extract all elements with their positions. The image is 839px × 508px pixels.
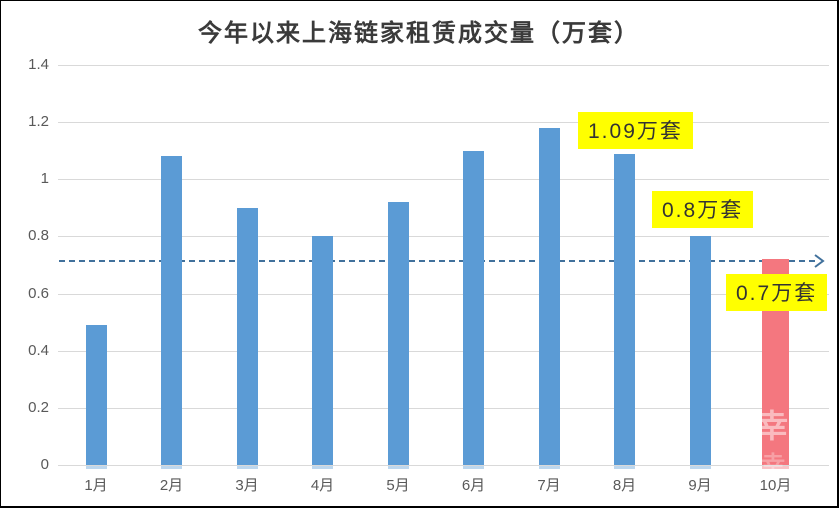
axis-tick [463,466,484,469]
y-axis-tick-label: 1.2 [28,113,49,131]
x-axis-tick-label: 3月 [235,477,259,494]
bar-7月 [538,128,560,465]
gridline [58,122,829,124]
gridline [58,179,829,181]
y-axis-tick-label: 1 [40,170,49,188]
x-axis-tick-label: 9月 [688,477,712,494]
bar-5月 [387,202,409,465]
x-axis-tick-label: 1月 [84,477,108,494]
x-axis-tick-label: 10月 [759,477,792,494]
axis-tick [312,466,333,469]
gridline [58,65,829,66]
axis-tick [236,466,258,469]
x-axis-tick-label: 7月 [537,477,561,494]
x-axis-tick-label: 8月 [612,477,637,494]
axis-tick [538,466,560,469]
y-axis-tick-label: 1.4 [28,56,49,73]
bar-6月 [463,151,484,465]
bar-2月 [161,156,182,465]
gridline [58,350,829,352]
x-axis-tick-label: 4月 [310,477,335,494]
axis-tick [85,466,107,469]
y-axis-tick-label: 0.4 [28,341,49,359]
x-axis-tick-label: 6月 [461,477,486,494]
axis-tick [614,466,635,469]
chart-title: 今年以来上海链家租赁成交量（万套） [198,20,640,47]
axis-tick [689,466,711,469]
axis-tick [762,466,789,469]
bar-4月 [312,236,333,465]
bar-9月 [689,236,711,465]
gridline [58,465,829,466]
annotation-8月: 1.09万套 [578,112,693,149]
y-axis-tick-label: 0.2 [28,398,49,416]
gridline [58,407,829,409]
gridline [58,236,829,238]
axis-tick [161,466,182,469]
gridline [58,293,829,295]
axis-tick [387,466,409,469]
x-axis-tick-label: 2月 [159,477,184,494]
bar-3月 [236,208,258,465]
annotation-9月: 0.8万套 [652,191,754,228]
bar-1月 [85,325,107,465]
y-axis-tick-label: 0.6 [28,284,49,302]
reference-arrow-line [59,253,825,268]
y-axis-tick-label: 0 [40,456,49,473]
annotation-10月: 0.7万套 [726,274,828,311]
bar-8月 [614,154,635,465]
y-axis-tick-label: 0.8 [28,227,49,245]
x-axis-tick-label: 5月 [386,477,410,494]
